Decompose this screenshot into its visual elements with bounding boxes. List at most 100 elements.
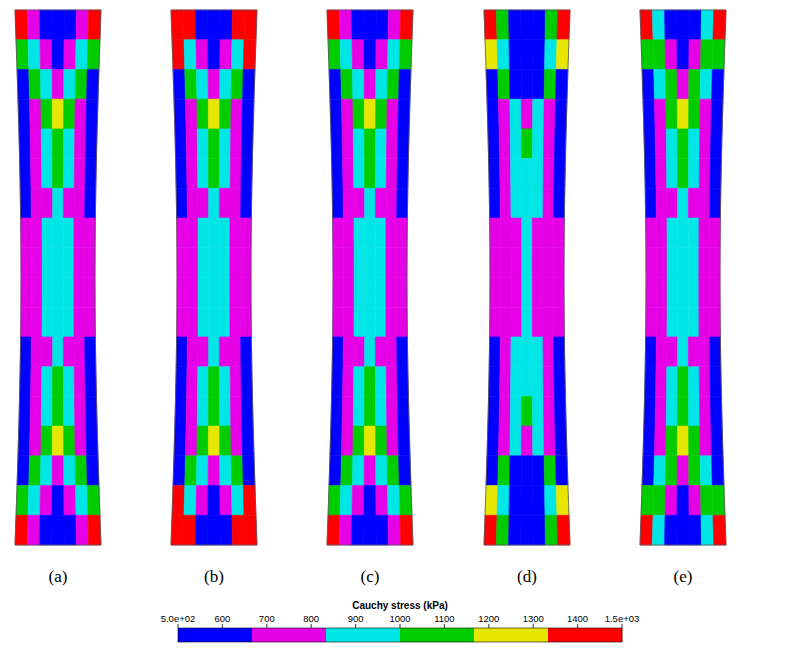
stress-cell xyxy=(645,159,656,189)
stress-cell xyxy=(688,159,699,189)
stress-cell xyxy=(219,159,230,189)
stress-cell xyxy=(31,367,42,397)
stress-cell xyxy=(533,10,545,40)
stress-cell xyxy=(555,426,567,456)
stress-cell xyxy=(41,396,52,426)
stress-cell xyxy=(87,69,99,99)
stress-cell xyxy=(553,248,564,278)
stress-cell xyxy=(543,159,554,189)
stress-cell xyxy=(187,218,198,248)
colorbar-tick-label: 800 xyxy=(303,613,319,624)
stress-cell xyxy=(63,337,74,367)
stress-cell xyxy=(399,69,411,99)
stress-cell xyxy=(678,367,689,397)
panel-label: (c) xyxy=(361,567,380,586)
stress-cell xyxy=(74,396,86,426)
stress-cell xyxy=(209,337,220,367)
stress-cell xyxy=(84,248,95,278)
stress-cell xyxy=(689,515,701,545)
stress-cell xyxy=(496,10,509,40)
specimen-outline xyxy=(327,10,413,545)
stress-cell xyxy=(545,10,558,40)
stress-cell xyxy=(656,367,667,397)
stress-cell xyxy=(543,307,554,337)
stress-cell xyxy=(376,99,388,129)
stress-cell xyxy=(219,278,230,308)
colorbar-tick xyxy=(488,624,489,628)
stress-cell xyxy=(76,10,89,40)
stress-cell xyxy=(654,99,666,129)
stress-cell xyxy=(85,337,96,367)
stress-cell xyxy=(29,99,41,129)
stress-cell xyxy=(522,248,533,278)
stress-cell xyxy=(183,515,196,545)
stress-cell xyxy=(241,367,252,397)
stress-cell xyxy=(87,40,100,70)
stress-cell xyxy=(387,426,399,456)
stress-cell xyxy=(521,10,533,40)
stress-cell xyxy=(16,40,29,70)
stress-cell xyxy=(654,69,666,99)
stress-cell xyxy=(16,486,29,516)
stress-cell xyxy=(511,188,522,218)
stress-cell xyxy=(332,337,343,367)
stress-cell xyxy=(533,99,545,129)
stress-cell xyxy=(386,218,397,248)
stress-cell xyxy=(19,396,31,426)
stress-cell xyxy=(509,10,521,40)
stress-cell xyxy=(352,40,364,70)
stress-cell xyxy=(375,129,386,159)
stress-cell xyxy=(242,426,254,456)
stress-cell xyxy=(396,278,407,308)
stress-cell xyxy=(510,129,521,159)
stress-cell xyxy=(645,367,656,397)
stress-cell xyxy=(484,10,497,40)
stress-cell xyxy=(32,248,43,278)
colorbar-tick xyxy=(355,624,356,628)
stress-cell xyxy=(489,159,500,189)
stress-cell xyxy=(21,248,32,278)
specimen-panel xyxy=(640,10,726,545)
stress-cell xyxy=(63,188,74,218)
stress-cell xyxy=(209,188,220,218)
stress-cell xyxy=(689,10,701,40)
stress-cell xyxy=(174,426,186,456)
stress-cell xyxy=(85,129,97,159)
stress-cell xyxy=(646,278,657,308)
stress-cell xyxy=(353,396,364,426)
stress-cell xyxy=(63,307,74,337)
stress-cell xyxy=(85,159,96,189)
stress-cell xyxy=(76,515,89,545)
stress-cell xyxy=(31,159,42,189)
stress-cell xyxy=(486,456,498,486)
stress-cell xyxy=(500,367,511,397)
stress-cell xyxy=(241,188,252,218)
stress-cell xyxy=(63,218,74,248)
stress-cell xyxy=(533,69,545,99)
stress-cell xyxy=(186,129,198,159)
colorbar-tick-label: 1300 xyxy=(523,613,544,624)
stress-cell xyxy=(198,278,209,308)
stress-cell xyxy=(533,515,545,545)
stress-cell xyxy=(231,426,243,456)
stress-cell xyxy=(713,515,726,545)
colorbar-tick xyxy=(400,624,401,628)
stress-cell xyxy=(510,396,521,426)
stress-cell xyxy=(375,278,386,308)
stress-cell xyxy=(343,307,354,337)
stress-cell xyxy=(365,218,376,248)
stress-cell xyxy=(184,486,196,516)
stress-cell xyxy=(354,188,365,218)
stress-cell xyxy=(656,218,667,248)
stress-cell xyxy=(689,426,701,456)
stress-cell xyxy=(220,10,232,40)
stress-cell xyxy=(40,515,52,545)
stress-cell xyxy=(543,367,554,397)
stress-cell xyxy=(489,367,500,397)
stress-cell xyxy=(53,159,64,189)
stress-cell xyxy=(522,159,533,189)
stress-cell xyxy=(74,367,85,397)
stress-cell xyxy=(677,515,689,545)
stress-cell xyxy=(667,307,678,337)
stress-cell xyxy=(341,426,353,456)
